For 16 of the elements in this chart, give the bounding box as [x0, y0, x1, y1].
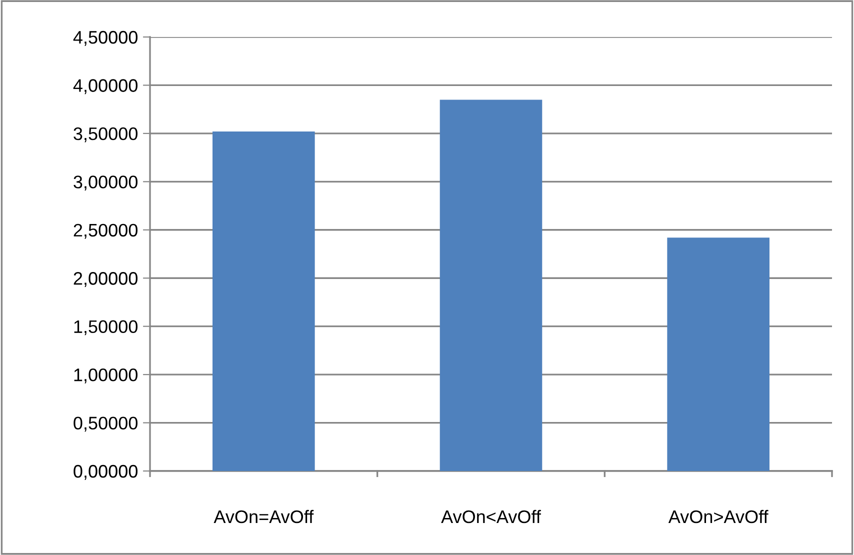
- y-tick-label: 1,50000: [74, 320, 138, 336]
- y-tick-label: 3,50000: [74, 127, 138, 142]
- y-tick-label: 4,00000: [73, 79, 138, 94]
- y-tick-label: 1,00000: [74, 368, 138, 384]
- y-tick-label: 3,00000: [74, 176, 138, 191]
- y-tick-label: 2,00000: [74, 272, 138, 287]
- bar: [440, 100, 542, 471]
- x-tick-label: AvOn>AvOff: [668, 510, 768, 524]
- y-tick-label: 0,50000: [74, 416, 138, 432]
- y-tick-label: 2,50000: [74, 224, 138, 239]
- x-tick-label: AvOn<AvOff: [441, 510, 541, 524]
- bar: [667, 238, 770, 471]
- y-tick-label: 0,00000: [74, 464, 138, 480]
- x-tick-label: AvOn=AvOff: [214, 510, 314, 524]
- y-tick-label: 4,50000: [73, 30, 138, 46]
- bar: [212, 132, 315, 471]
